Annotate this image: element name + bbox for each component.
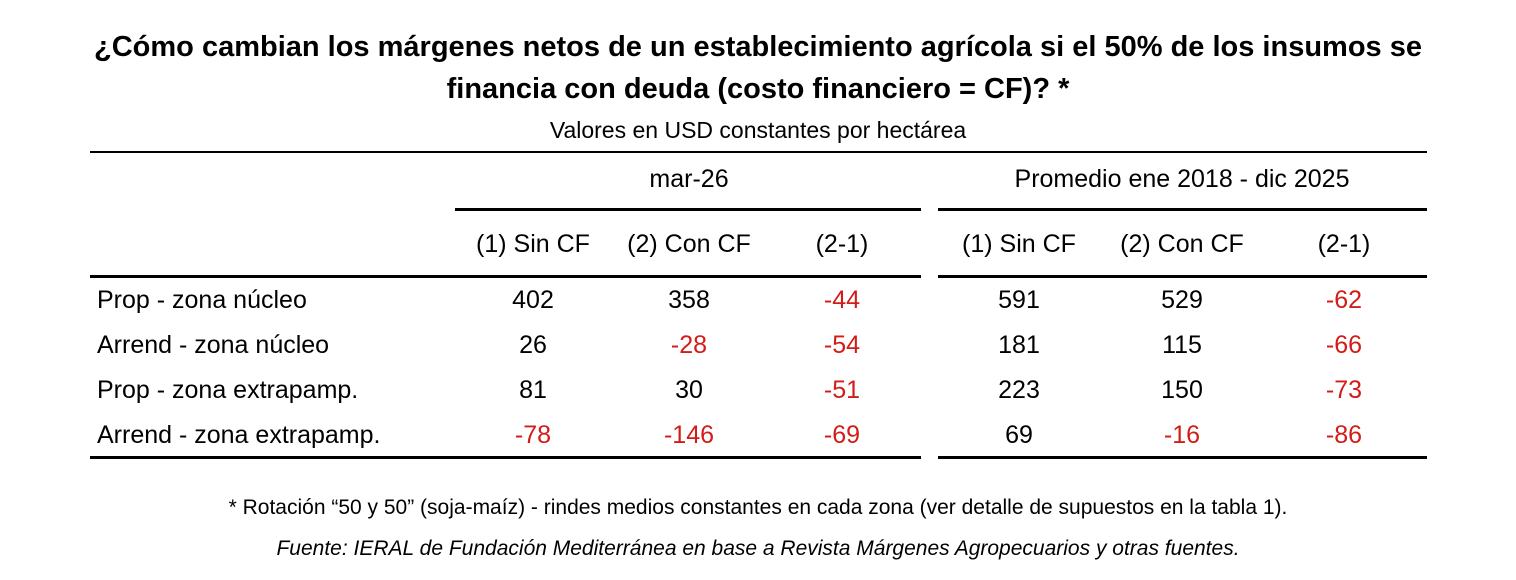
bottom-rule-1 [90,456,921,459]
col-header-sin-cf-2: (1) Sin CF [962,230,1076,258]
table-title: ¿Cómo cambian los márgenes netos de un e… [0,26,1516,110]
table-cell: -62 [1325,286,1363,314]
table-cell: -66 [1325,331,1363,359]
table-cell: -44 [823,286,861,314]
group-header-promedio: Promedio ene 2018 - dic 2025 [1014,165,1350,193]
table-cell: 115 [1162,331,1202,359]
table-cell: -86 [1325,421,1363,449]
group-header-mar-26: mar-26 [649,165,729,193]
group-rule-1 [455,208,921,211]
table-cell: 81 [519,376,547,404]
title-line-2: financia con deuda (costo financiero = C… [446,73,1070,105]
table-cell: -78 [514,421,552,449]
table-cell: 26 [519,331,547,359]
table-cell: 591 [998,286,1040,314]
table-cell: -73 [1325,376,1363,404]
table-cell: -51 [823,376,861,404]
table-cell: 181 [998,331,1040,359]
row-label: Prop - zona extrapamp. [97,376,359,404]
table-cell: 150 [1161,376,1203,404]
source-note: Fuente: IERAL de Fundación Mediterránea … [276,537,1240,560]
top-rule [90,151,1427,153]
table-cell: -146 [663,421,715,449]
table-cell: -28 [670,331,708,359]
bottom-rule-2 [938,456,1427,459]
group-rule-2 [938,208,1427,211]
col-header-con-cf-2: (2) Con CF [1120,230,1244,258]
row-label: Arrend - zona extrapamp. [97,421,381,449]
header-rule-1 [90,275,921,278]
table-cell: -54 [823,331,861,359]
row-label: Prop - zona núcleo [97,286,307,314]
table-cell: 69 [1005,421,1033,449]
col-header-diff-1: (2-1) [815,230,869,258]
col-header-diff-2: (2-1) [1317,230,1371,258]
table-subtitle: Valores en USD constantes por hectárea [549,117,967,143]
header-rule-2 [938,275,1427,278]
table-cell: -16 [1163,421,1201,449]
table-cell: 358 [668,286,710,314]
table-cell: 402 [512,286,554,314]
col-header-sin-cf-1: (1) Sin CF [476,230,590,258]
table-cell: 223 [998,376,1040,404]
col-header-con-cf-1: (2) Con CF [627,230,751,258]
table-cell: -69 [823,421,861,449]
table-cell: 529 [1161,286,1203,314]
title-line-1: ¿Cómo cambian los márgenes netos de un e… [94,31,1422,63]
row-label: Arrend - zona núcleo [97,331,330,359]
footnote: * Rotación “50 y 50” (soja-maíz) - rinde… [228,496,1288,519]
table-cell: 30 [675,376,703,404]
